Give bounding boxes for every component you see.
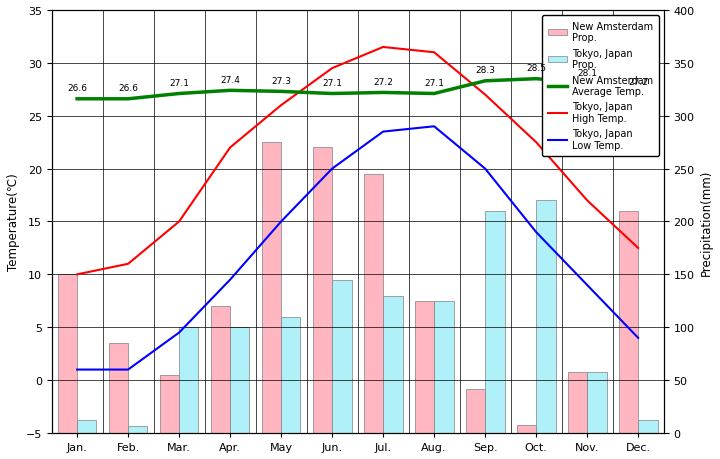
Bar — [434, 301, 454, 433]
Text: 27.1: 27.1 — [424, 79, 444, 88]
Bar — [109, 343, 128, 433]
Bar — [128, 425, 148, 433]
Bar — [77, 420, 96, 433]
Bar — [638, 420, 657, 433]
Bar — [536, 201, 556, 433]
Text: 28.1: 28.1 — [577, 68, 597, 78]
Text: 27.4: 27.4 — [220, 76, 240, 85]
Y-axis label: Temperature(℃): Temperature(℃) — [7, 173, 20, 271]
Bar — [466, 389, 485, 433]
Bar — [517, 425, 536, 433]
Text: 28.5: 28.5 — [526, 64, 546, 73]
Text: 27.2: 27.2 — [629, 78, 648, 87]
Text: 28.3: 28.3 — [475, 66, 495, 75]
Text: 27.1: 27.1 — [322, 79, 342, 88]
Bar — [230, 328, 250, 433]
Bar — [618, 212, 638, 433]
Bar — [312, 148, 332, 433]
Legend: New Amsterdam
Prop., Tokyo, Japan
Prop., New Amsterdam
Average Temp., Tokyo, Jap: New Amsterdam Prop., Tokyo, Japan Prop.,… — [541, 16, 659, 157]
Bar — [383, 296, 402, 433]
Text: 27.1: 27.1 — [169, 79, 189, 88]
Bar — [485, 212, 505, 433]
Bar — [332, 280, 351, 433]
Bar — [281, 317, 300, 433]
Bar — [568, 372, 587, 433]
Bar — [179, 328, 199, 433]
Bar — [364, 174, 383, 433]
Bar — [58, 275, 77, 433]
Text: 26.6: 26.6 — [118, 84, 138, 93]
Text: 26.6: 26.6 — [67, 84, 87, 93]
Y-axis label: Precipitation(mm): Precipitation(mm) — [700, 169, 713, 275]
Bar — [415, 301, 434, 433]
Text: 27.3: 27.3 — [271, 77, 291, 86]
Bar — [262, 143, 281, 433]
Bar — [160, 375, 179, 433]
Text: 27.2: 27.2 — [373, 78, 393, 87]
Bar — [211, 307, 230, 433]
Bar — [587, 372, 606, 433]
